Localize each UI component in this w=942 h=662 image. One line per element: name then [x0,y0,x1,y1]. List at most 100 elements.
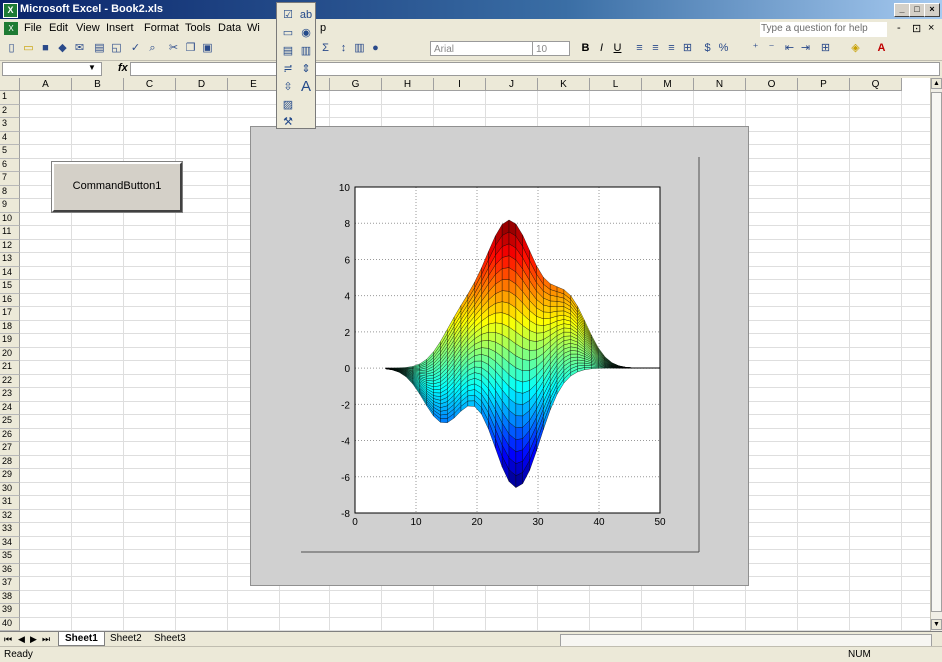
column-header-B[interactable]: B [72,78,124,91]
column-header-J[interactable]: J [486,78,538,91]
column-header-N[interactable]: N [694,78,746,91]
decrease-decimal-icon[interactable]: ⁻ [764,41,779,56]
more-controls-icon[interactable]: ⚒ [280,114,296,130]
column-header-I[interactable]: I [434,78,486,91]
font-name-combo[interactable]: Arial [430,41,534,56]
last-sheet-icon[interactable]: ⏭ [42,634,50,645]
align-left-icon[interactable]: ≡ [632,41,647,56]
vertical-scrollbar[interactable]: ▲ ▼ [930,78,942,631]
align-right-icon[interactable]: ≡ [664,41,679,56]
image-tool-icon[interactable]: ▨ [280,97,296,113]
formula-input[interactable] [130,62,940,76]
new-icon[interactable]: ▯ [4,41,19,56]
font-color-icon[interactable]: A [874,41,889,56]
column-header-O[interactable]: O [746,78,798,91]
row-header-28[interactable]: 28 [0,456,20,470]
borders-icon[interactable]: ⊞ [818,41,833,56]
percent-button[interactable]: % [716,41,731,56]
fill-color-icon[interactable]: ◈ [848,41,863,56]
font-size-combo[interactable]: 10 [532,41,570,56]
email-icon[interactable]: ✉ [72,41,87,56]
doc-close-button[interactable]: × [928,22,934,34]
row-header-5[interactable]: 5 [0,145,20,159]
row-header-26[interactable]: 26 [0,429,20,443]
underline-button[interactable]: U [610,41,625,56]
column-header-K[interactable]: K [538,78,590,91]
row-header-37[interactable]: 37 [0,577,20,591]
row-header-22[interactable]: 22 [0,375,20,389]
row-header-4[interactable]: 4 [0,132,20,146]
help-icon[interactable]: ● [368,41,383,56]
scrollbar-tool-icon[interactable]: ⇳ [280,79,296,95]
row-header-16[interactable]: 16 [0,294,20,308]
listbox-tool-icon[interactable]: ▤ [280,43,296,59]
row-header-24[interactable]: 24 [0,402,20,416]
row-header-10[interactable]: 10 [0,213,20,227]
row-header-14[interactable]: 14 [0,267,20,281]
scroll-down-button[interactable]: ▼ [931,619,942,630]
column-header-Q[interactable]: Q [850,78,902,91]
row-header-21[interactable]: 21 [0,361,20,375]
row-header-12[interactable]: 12 [0,240,20,254]
row-header-35[interactable]: 35 [0,550,20,564]
doc-minimize-button[interactable]: - [897,22,901,34]
next-sheet-icon[interactable]: ▶ [30,634,37,645]
row-header-33[interactable]: 33 [0,523,20,537]
row-header-38[interactable]: 38 [0,591,20,605]
row-header-30[interactable]: 30 [0,483,20,497]
tab-sheet3[interactable]: Sheet3 [148,632,192,645]
prev-sheet-icon[interactable]: ◀ [18,634,25,645]
row-header-34[interactable]: 34 [0,537,20,551]
checkbox-tool-icon[interactable]: ☑ [280,7,296,23]
fx-icon[interactable]: fx [118,62,128,74]
row-header-19[interactable]: 19 [0,334,20,348]
tab-sheet2[interactable]: Sheet2 [104,632,148,645]
column-header-L[interactable]: L [590,78,642,91]
row-header-32[interactable]: 32 [0,510,20,524]
row-header-20[interactable]: 20 [0,348,20,362]
increase-decimal-icon[interactable]: ⁺ [748,41,763,56]
row-header-17[interactable]: 17 [0,307,20,321]
menu-data[interactable]: Data [218,22,241,34]
textbox-tool-icon[interactable]: ab [298,7,314,23]
label-tool-icon[interactable]: A [298,79,314,95]
excel-icon[interactable]: X [3,3,18,18]
row-header-18[interactable]: 18 [0,321,20,335]
autosum-icon[interactable]: Σ [318,41,333,56]
spin-tool-icon[interactable]: ⇕ [298,61,314,77]
workbook-icon[interactable]: X [4,22,18,35]
row-header-40[interactable]: 40 [0,618,20,632]
menu-window[interactable]: Wi [247,22,260,34]
align-center-icon[interactable]: ≡ [648,41,663,56]
chart-wizard-icon[interactable]: ▥ [352,41,367,56]
cut-icon[interactable]: ✂ [166,41,181,56]
column-header-M[interactable]: M [642,78,694,91]
print-preview-icon[interactable]: ◱ [109,41,124,56]
copy-icon[interactable]: ❐ [183,41,198,56]
row-header-6[interactable]: 6 [0,159,20,173]
spelling-icon[interactable]: ✓ [128,41,143,56]
open-icon[interactable]: ▭ [21,41,36,56]
increase-indent-icon[interactable]: ⇥ [798,41,813,56]
tab-sheet1[interactable]: Sheet1 [58,632,105,646]
name-box[interactable] [2,62,102,76]
row-header-31[interactable]: 31 [0,496,20,510]
option-tool-icon[interactable]: ◉ [298,25,314,41]
help-search-input[interactable]: Type a question for help [760,22,887,37]
row-header-7[interactable]: 7 [0,172,20,186]
bold-button[interactable]: B [578,41,593,56]
row-header-29[interactable]: 29 [0,469,20,483]
column-header-H[interactable]: H [382,78,434,91]
save-icon[interactable]: ■ [38,41,53,56]
column-header-G[interactable]: G [330,78,382,91]
decrease-indent-icon[interactable]: ⇤ [782,41,797,56]
column-header-D[interactable]: D [176,78,228,91]
row-header-9[interactable]: 9 [0,199,20,213]
row-header-1[interactable]: 1 [0,91,20,105]
column-header-P[interactable]: P [798,78,850,91]
row-header-3[interactable]: 3 [0,118,20,132]
row-header-27[interactable]: 27 [0,442,20,456]
scroll-up-button[interactable]: ▲ [931,78,942,89]
column-header-C[interactable]: C [124,78,176,91]
